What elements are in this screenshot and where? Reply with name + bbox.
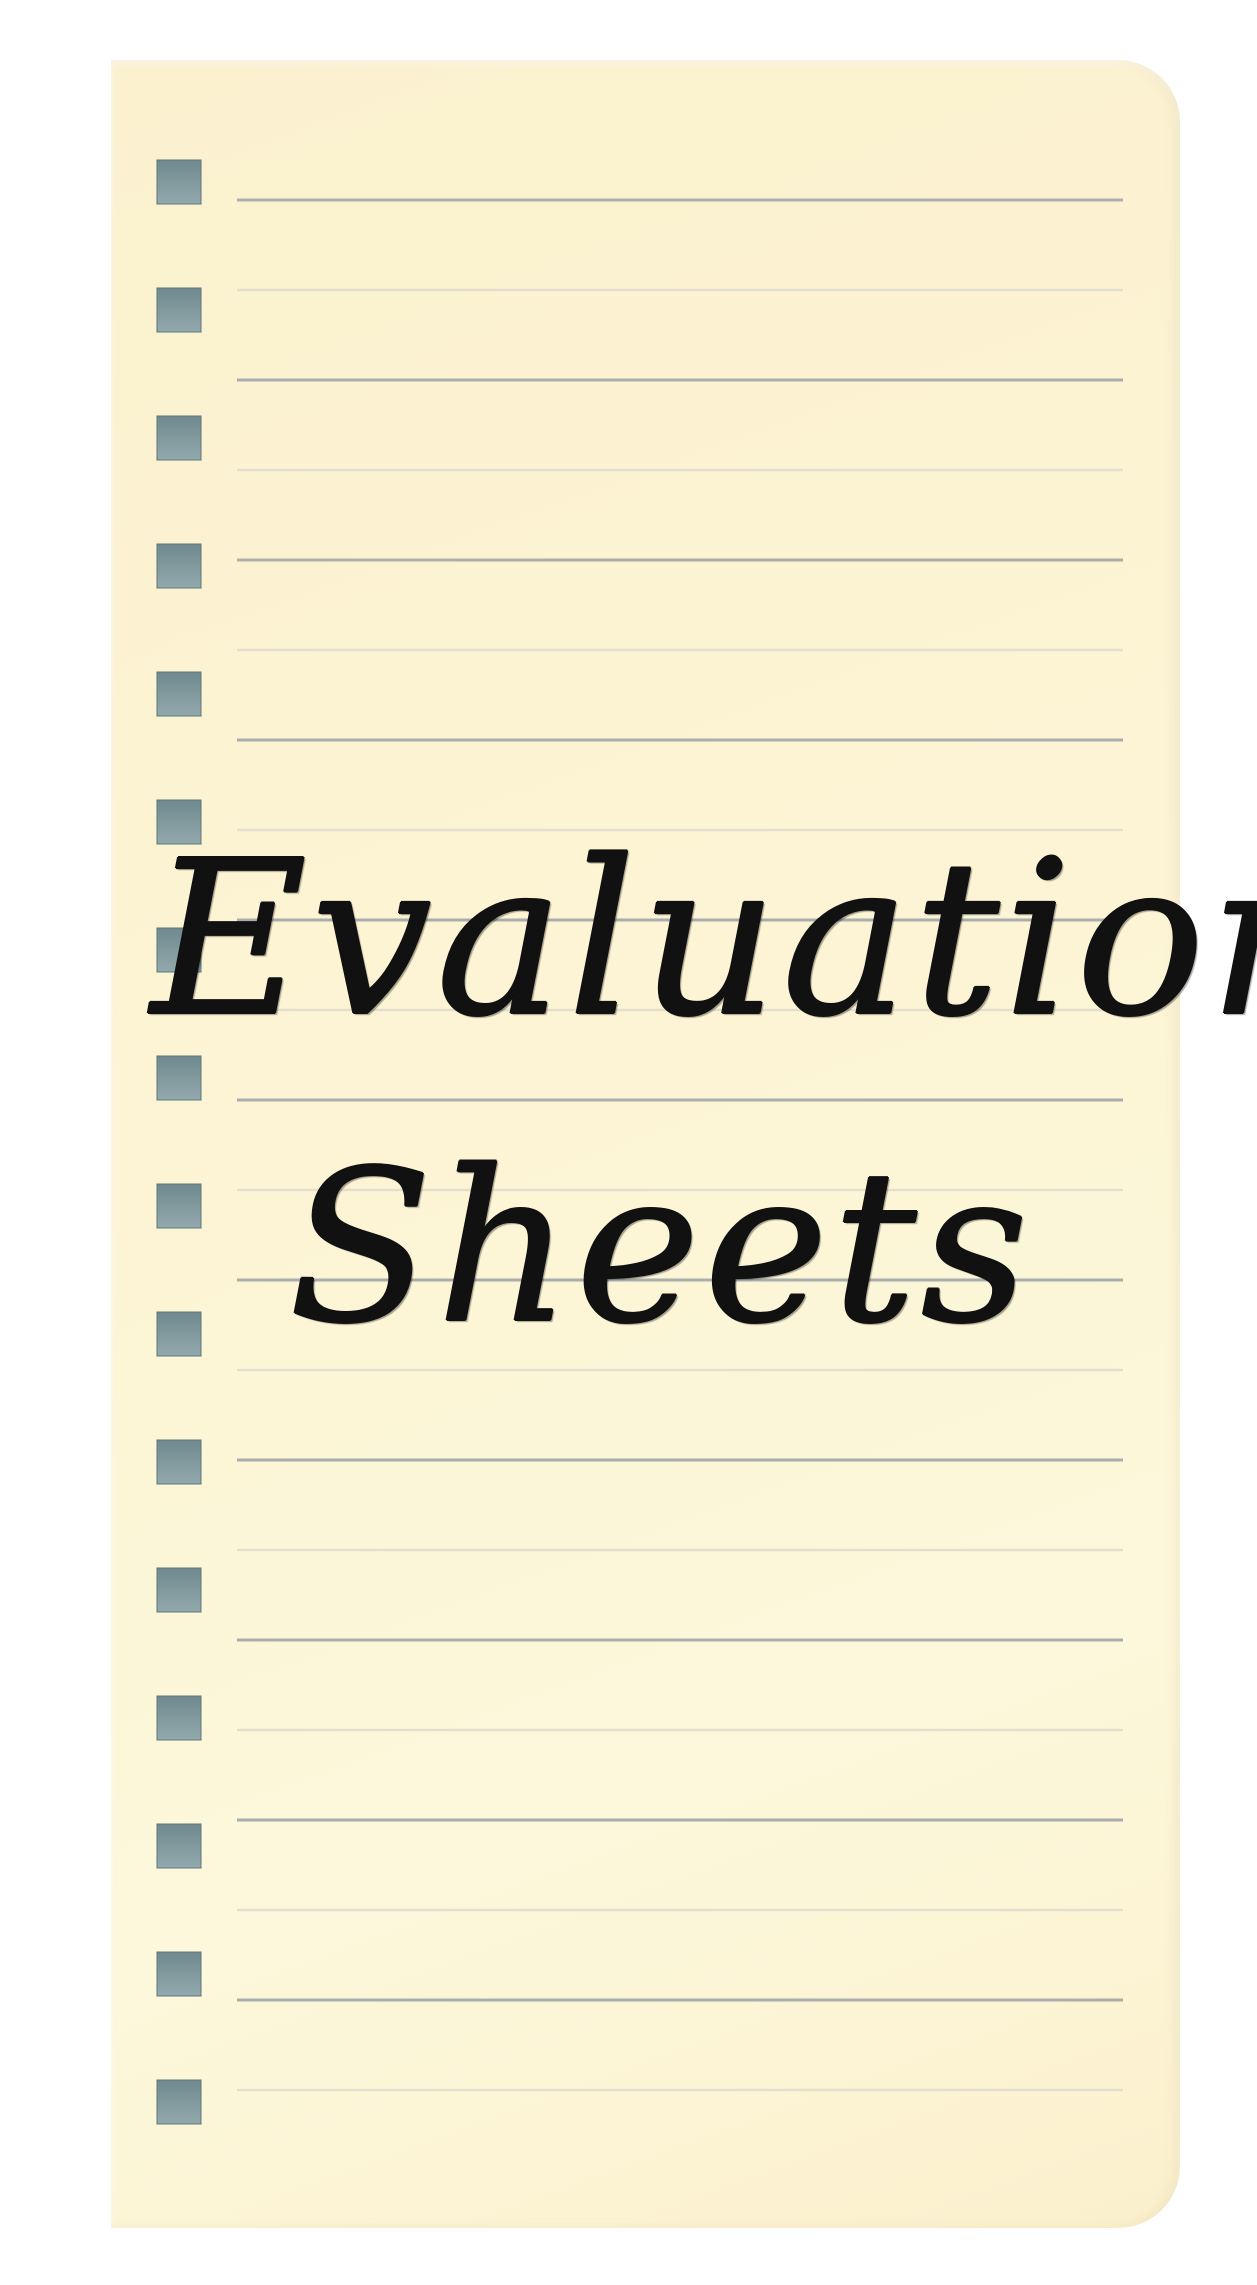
square-hole-icon bbox=[156, 1823, 202, 1869]
binding-holes bbox=[156, 159, 202, 2125]
square-hole-icon bbox=[156, 1951, 202, 1997]
square-hole-icon bbox=[156, 1311, 202, 1357]
square-hole-icon bbox=[156, 799, 202, 845]
square-hole-icon bbox=[156, 1695, 202, 1741]
square-hole-icon bbox=[156, 415, 202, 461]
notepad-lines bbox=[156, 159, 1123, 2125]
square-hole-icon bbox=[156, 927, 202, 973]
square-hole-icon bbox=[156, 671, 202, 717]
square-hole-icon bbox=[156, 1567, 202, 1613]
square-hole-icon bbox=[156, 1183, 202, 1229]
square-hole-icon bbox=[156, 287, 202, 333]
ruled-lines bbox=[237, 198, 1123, 2092]
square-hole-icon bbox=[156, 2079, 202, 2125]
notepad-page: Evaluation Sheets bbox=[111, 60, 1257, 2228]
square-hole-icon bbox=[156, 159, 202, 205]
square-hole-icon bbox=[156, 1439, 202, 1485]
square-hole-icon bbox=[156, 1055, 202, 1101]
square-hole-icon bbox=[156, 543, 202, 589]
